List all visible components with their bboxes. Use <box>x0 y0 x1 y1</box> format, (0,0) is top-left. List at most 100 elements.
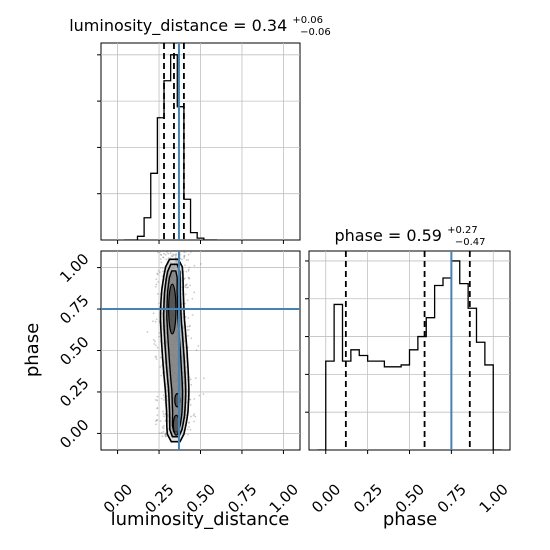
sample-point <box>164 433 167 435</box>
sample-point <box>198 394 201 397</box>
sample-point <box>186 299 189 302</box>
sample-point <box>156 399 159 402</box>
sample-point <box>156 346 159 349</box>
sample-point <box>169 252 172 255</box>
sample-point <box>190 337 193 340</box>
sample-point <box>186 428 189 431</box>
phase-x-tick-label: 0.75 <box>434 480 470 516</box>
sample-point <box>156 414 159 417</box>
sample-point <box>184 286 187 289</box>
sample-point <box>155 344 157 347</box>
sample-point <box>156 407 158 410</box>
title-ld-base: luminosity_distance = 0.34 <box>69 16 287 36</box>
sample-point <box>152 338 155 341</box>
title-ld-sup: +0.06 <box>292 15 323 26</box>
sample-point <box>192 414 195 417</box>
sample-point <box>160 432 163 434</box>
quantile-lines-phase <box>344 251 471 450</box>
sample-point <box>167 252 170 255</box>
panel-hist-luminosity-distance: luminosity_distance = 0.34 +0.06 −0.06 <box>69 8 331 244</box>
sample-point <box>187 335 189 337</box>
sample-point <box>187 268 190 271</box>
sample-point <box>155 283 158 286</box>
hist-luminosity-distance <box>124 54 218 240</box>
sample-point <box>158 331 161 334</box>
quantile-lines-ld <box>163 43 185 240</box>
sample-point <box>185 270 188 273</box>
sample-point <box>153 343 155 345</box>
sample-point <box>187 286 189 289</box>
sample-point <box>163 396 166 399</box>
sample-point <box>183 257 186 260</box>
sample-point <box>202 393 205 395</box>
sample-point <box>185 259 188 261</box>
sample-point <box>184 293 187 296</box>
sample-point <box>156 395 159 398</box>
sample-point <box>175 254 178 256</box>
sample-point <box>193 398 196 400</box>
sample-point <box>162 427 165 430</box>
sample-point <box>188 421 191 424</box>
sample-point <box>159 258 162 260</box>
sample-point <box>167 257 170 259</box>
sample-point <box>156 419 158 421</box>
sample-point <box>159 253 162 256</box>
sample-point <box>184 302 187 305</box>
sample-point <box>187 269 190 272</box>
sample-point <box>160 397 163 400</box>
sample-point <box>164 420 167 422</box>
sample-point <box>162 410 165 413</box>
title-ph-sup: +0.27 <box>447 225 478 236</box>
sample-point <box>164 435 167 438</box>
sample-point <box>202 377 205 380</box>
sample-point <box>156 273 159 276</box>
sample-point <box>164 253 167 256</box>
sample-point <box>190 251 192 253</box>
phase-y-tick-label: 0.75 <box>56 291 92 327</box>
sample-point <box>187 253 190 256</box>
sample-point <box>157 280 160 283</box>
sample-point <box>166 251 168 253</box>
sample-point <box>193 291 196 294</box>
sample-point <box>154 420 157 423</box>
phase-x-tick-label: 0.00 <box>308 480 344 516</box>
sample-point <box>184 277 186 280</box>
phase-y-tick-label: 0.50 <box>56 333 92 369</box>
sample-point <box>154 356 157 359</box>
sample-point <box>183 251 186 254</box>
sample-point <box>158 302 160 305</box>
sample-point <box>187 316 190 319</box>
sample-point <box>197 344 200 347</box>
sample-point <box>162 413 165 416</box>
sample-point <box>155 318 158 321</box>
sample-point <box>154 399 157 401</box>
phase-y-tick-label: 0.25 <box>56 374 92 410</box>
phase-y-tick-label: 1.00 <box>56 250 92 286</box>
sample-point <box>156 272 159 275</box>
sample-point <box>189 284 192 287</box>
title-luminosity-distance: luminosity_distance = 0.34 +0.06 −0.06 <box>69 8 331 38</box>
sample-point <box>161 435 164 438</box>
hist-line-ld <box>124 54 218 240</box>
grid-ld <box>101 43 300 240</box>
xlabel-phase: phase <box>383 509 437 530</box>
sample-point <box>151 320 154 323</box>
sample-point <box>186 329 189 331</box>
sample-point <box>152 312 155 315</box>
sample-point <box>193 413 196 415</box>
hist-line-phase <box>317 260 502 450</box>
sample-point <box>154 340 156 343</box>
sample-point <box>187 433 189 436</box>
sample-point <box>193 420 196 423</box>
sample-point <box>170 255 173 257</box>
sample-point <box>159 366 162 368</box>
sample-point <box>160 253 163 256</box>
sample-point <box>161 275 164 278</box>
sample-point <box>159 420 162 422</box>
sample-point <box>181 258 183 261</box>
sample-point <box>161 267 164 269</box>
ticks-phase-hist: 0.00 0.25 0.50 0.75 1.00 <box>305 260 512 517</box>
sample-point <box>158 335 160 338</box>
sample-point <box>189 398 192 401</box>
